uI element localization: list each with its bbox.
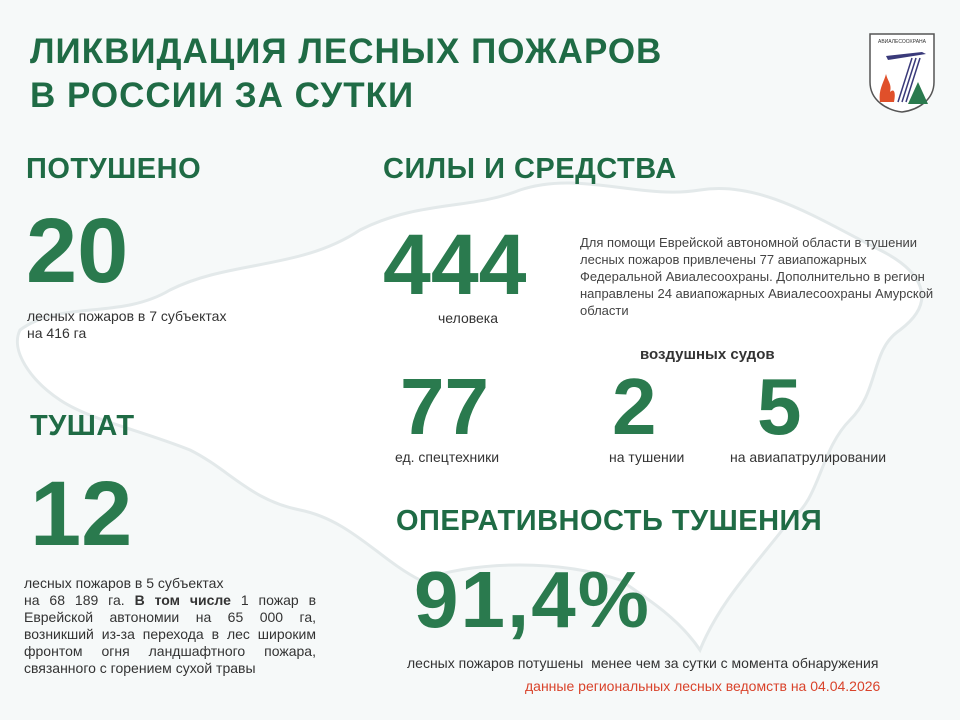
aircraft-fighting-value: 2 [612, 362, 657, 451]
aircraft-patrol-label: на авиапатрулировании [730, 449, 887, 465]
extinguished-line-2: на 416 га [27, 325, 87, 341]
title-line-1: ЛИКВИДАЦИЯ ЛЕСНЫХ ПОЖАРОВ [30, 32, 663, 71]
active-description: на 68 189 га. В том числе 1 пожар в Евре… [24, 592, 316, 677]
aircraft-heading: воздушных судов [640, 346, 775, 363]
equipment-value: 77 [400, 362, 489, 451]
active-text-1: на 68 189 га. [24, 592, 125, 608]
extinguished-heading: ПОТУШЕНО [26, 153, 202, 185]
extinguished-value: 20 [26, 200, 129, 302]
title-line-2: В РОССИИ ЗА СУТКИ [30, 76, 415, 115]
people-value: 444 [383, 217, 527, 313]
equipment-label: ед. спецтехники [395, 449, 500, 465]
svg-text:АВИАЛЕСООХРАНА: АВИАЛЕСООХРАНА [878, 39, 927, 45]
aircraft-fighting-label: на тушении [609, 449, 685, 465]
efficiency-value: 91,4% [414, 555, 651, 644]
active-line-1: лесных пожаров в 5 субъектах [24, 575, 224, 591]
extinguished-description: лесных пожаров в 7 субъектах на 416 га [27, 308, 226, 342]
active-heading: ТУШАТ [30, 410, 135, 442]
page-title: ЛИКВИДАЦИЯ ЛЕСНЫХ ПОЖАРОВ В РОССИИ ЗА СУ… [30, 30, 662, 118]
forces-heading: СИЛЫ И СРЕДСТВА [383, 153, 677, 185]
people-label: человека [438, 310, 499, 326]
active-text-2: 1 пожар в Еврейской автономии на 65 000 … [24, 592, 317, 676]
extinguished-line-1: лесных пожаров в 7 субъектах [27, 308, 227, 324]
efficiency-heading: ОПЕРАТИВНОСТЬ ТУШЕНИЯ [396, 505, 823, 537]
forces-note: Для помощи Еврейской автономной области … [580, 235, 934, 318]
data-source: данные региональных лесных ведомств на 0… [525, 678, 881, 694]
active-value: 12 [30, 463, 133, 565]
aircraft-patrol-value: 5 [757, 362, 802, 451]
avialesookhrana-logo: АВИАЛЕСООХРАНА [869, 33, 935, 113]
efficiency-label: лесных пожаров потушены менее чем за сут… [407, 655, 879, 671]
active-bold-text: В том числе [134, 592, 231, 608]
